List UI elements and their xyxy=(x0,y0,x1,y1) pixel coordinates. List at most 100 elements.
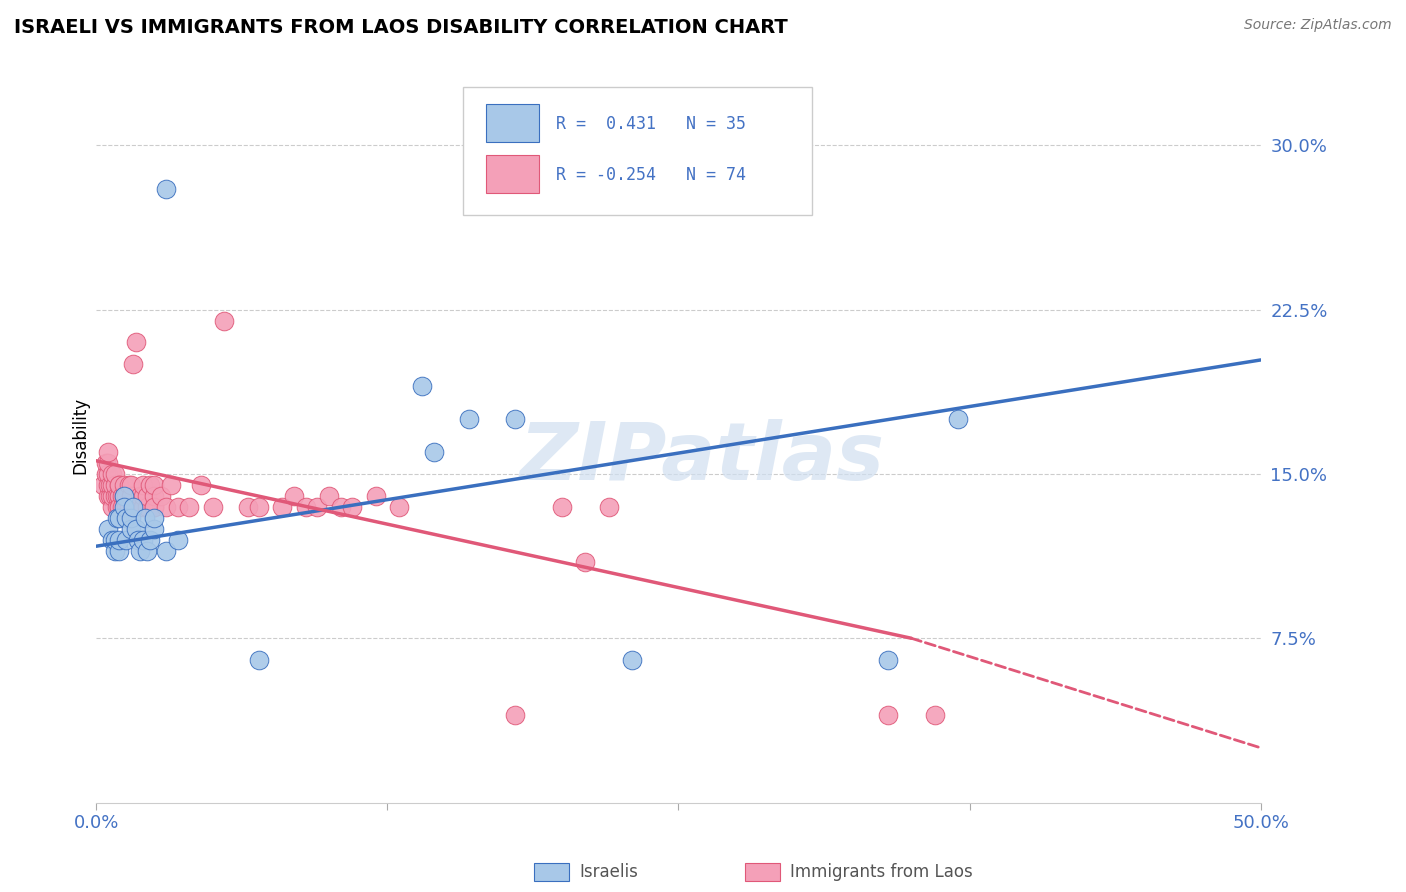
Bar xyxy=(486,103,538,142)
Point xyxy=(97,489,120,503)
Point xyxy=(115,500,138,514)
Point xyxy=(150,489,173,503)
Point xyxy=(155,182,177,196)
Point xyxy=(129,543,152,558)
Point xyxy=(342,500,364,514)
Point xyxy=(108,543,131,558)
Point xyxy=(247,653,270,667)
Point xyxy=(125,522,148,536)
Point xyxy=(91,478,114,492)
Text: ZIPatlas: ZIPatlas xyxy=(519,418,884,497)
Point xyxy=(97,456,120,470)
Point xyxy=(877,708,900,723)
Point xyxy=(112,500,135,514)
Point xyxy=(125,335,148,350)
Point xyxy=(104,489,127,503)
Point xyxy=(134,510,156,524)
Point xyxy=(179,500,201,514)
Point xyxy=(127,533,149,547)
Point xyxy=(111,489,134,503)
Point xyxy=(108,500,131,514)
Point xyxy=(115,489,138,503)
Point xyxy=(112,489,135,503)
Point xyxy=(190,478,212,492)
Y-axis label: Disability: Disability xyxy=(72,397,89,475)
Point xyxy=(98,478,121,492)
Point xyxy=(214,313,236,327)
Point xyxy=(112,489,135,503)
Point xyxy=(924,708,946,723)
Point xyxy=(105,489,128,503)
Point xyxy=(108,478,131,492)
Point xyxy=(98,489,121,503)
Point xyxy=(136,500,159,514)
Point xyxy=(104,467,127,481)
Point xyxy=(108,478,131,492)
Point xyxy=(294,500,316,514)
Point xyxy=(94,467,117,481)
Point xyxy=(129,489,152,503)
Bar xyxy=(486,155,538,194)
Point xyxy=(101,478,124,492)
Point xyxy=(247,500,270,514)
Point xyxy=(105,510,128,524)
Point xyxy=(155,543,177,558)
Point xyxy=(411,379,433,393)
Point xyxy=(122,357,145,371)
Point xyxy=(104,533,127,547)
Point xyxy=(364,489,387,503)
Point xyxy=(120,510,142,524)
Text: Source: ZipAtlas.com: Source: ZipAtlas.com xyxy=(1244,18,1392,32)
Point xyxy=(108,489,131,503)
Point xyxy=(104,543,127,558)
Point xyxy=(105,500,128,514)
Point xyxy=(388,500,411,514)
Point xyxy=(236,500,259,514)
Point xyxy=(620,653,643,667)
Point xyxy=(97,467,120,481)
Point xyxy=(318,489,340,503)
Point xyxy=(122,500,145,514)
Point xyxy=(108,533,131,547)
Point xyxy=(136,489,159,503)
Point xyxy=(143,522,166,536)
Point xyxy=(112,478,135,492)
Point xyxy=(101,467,124,481)
Point xyxy=(139,478,162,492)
Point xyxy=(118,478,141,492)
Point xyxy=(574,555,596,569)
Text: Israelis: Israelis xyxy=(579,863,638,881)
Point xyxy=(108,510,131,524)
Point xyxy=(598,500,620,514)
Point xyxy=(143,478,166,492)
Point xyxy=(143,510,166,524)
Point xyxy=(101,500,124,514)
Point xyxy=(101,489,124,503)
Point xyxy=(101,533,124,547)
Point xyxy=(94,456,117,470)
Point xyxy=(271,500,294,514)
Point xyxy=(104,478,127,492)
Text: R = -0.254   N = 74: R = -0.254 N = 74 xyxy=(557,166,747,184)
Point xyxy=(307,500,329,514)
Point xyxy=(97,445,120,459)
Point xyxy=(115,533,138,547)
Point xyxy=(118,500,141,514)
Point xyxy=(143,500,166,514)
Point xyxy=(120,522,142,536)
Point xyxy=(423,445,446,459)
Text: R =  0.431   N = 35: R = 0.431 N = 35 xyxy=(557,114,747,133)
Point xyxy=(946,412,969,426)
Point xyxy=(166,500,188,514)
Point xyxy=(551,500,574,514)
Point xyxy=(143,500,166,514)
Point xyxy=(132,500,155,514)
Point xyxy=(457,412,479,426)
Point xyxy=(97,478,120,492)
Point xyxy=(329,500,352,514)
Bar xyxy=(463,87,813,215)
Point xyxy=(139,533,162,547)
Point xyxy=(877,653,900,667)
Point xyxy=(201,500,224,514)
Point xyxy=(120,489,142,503)
